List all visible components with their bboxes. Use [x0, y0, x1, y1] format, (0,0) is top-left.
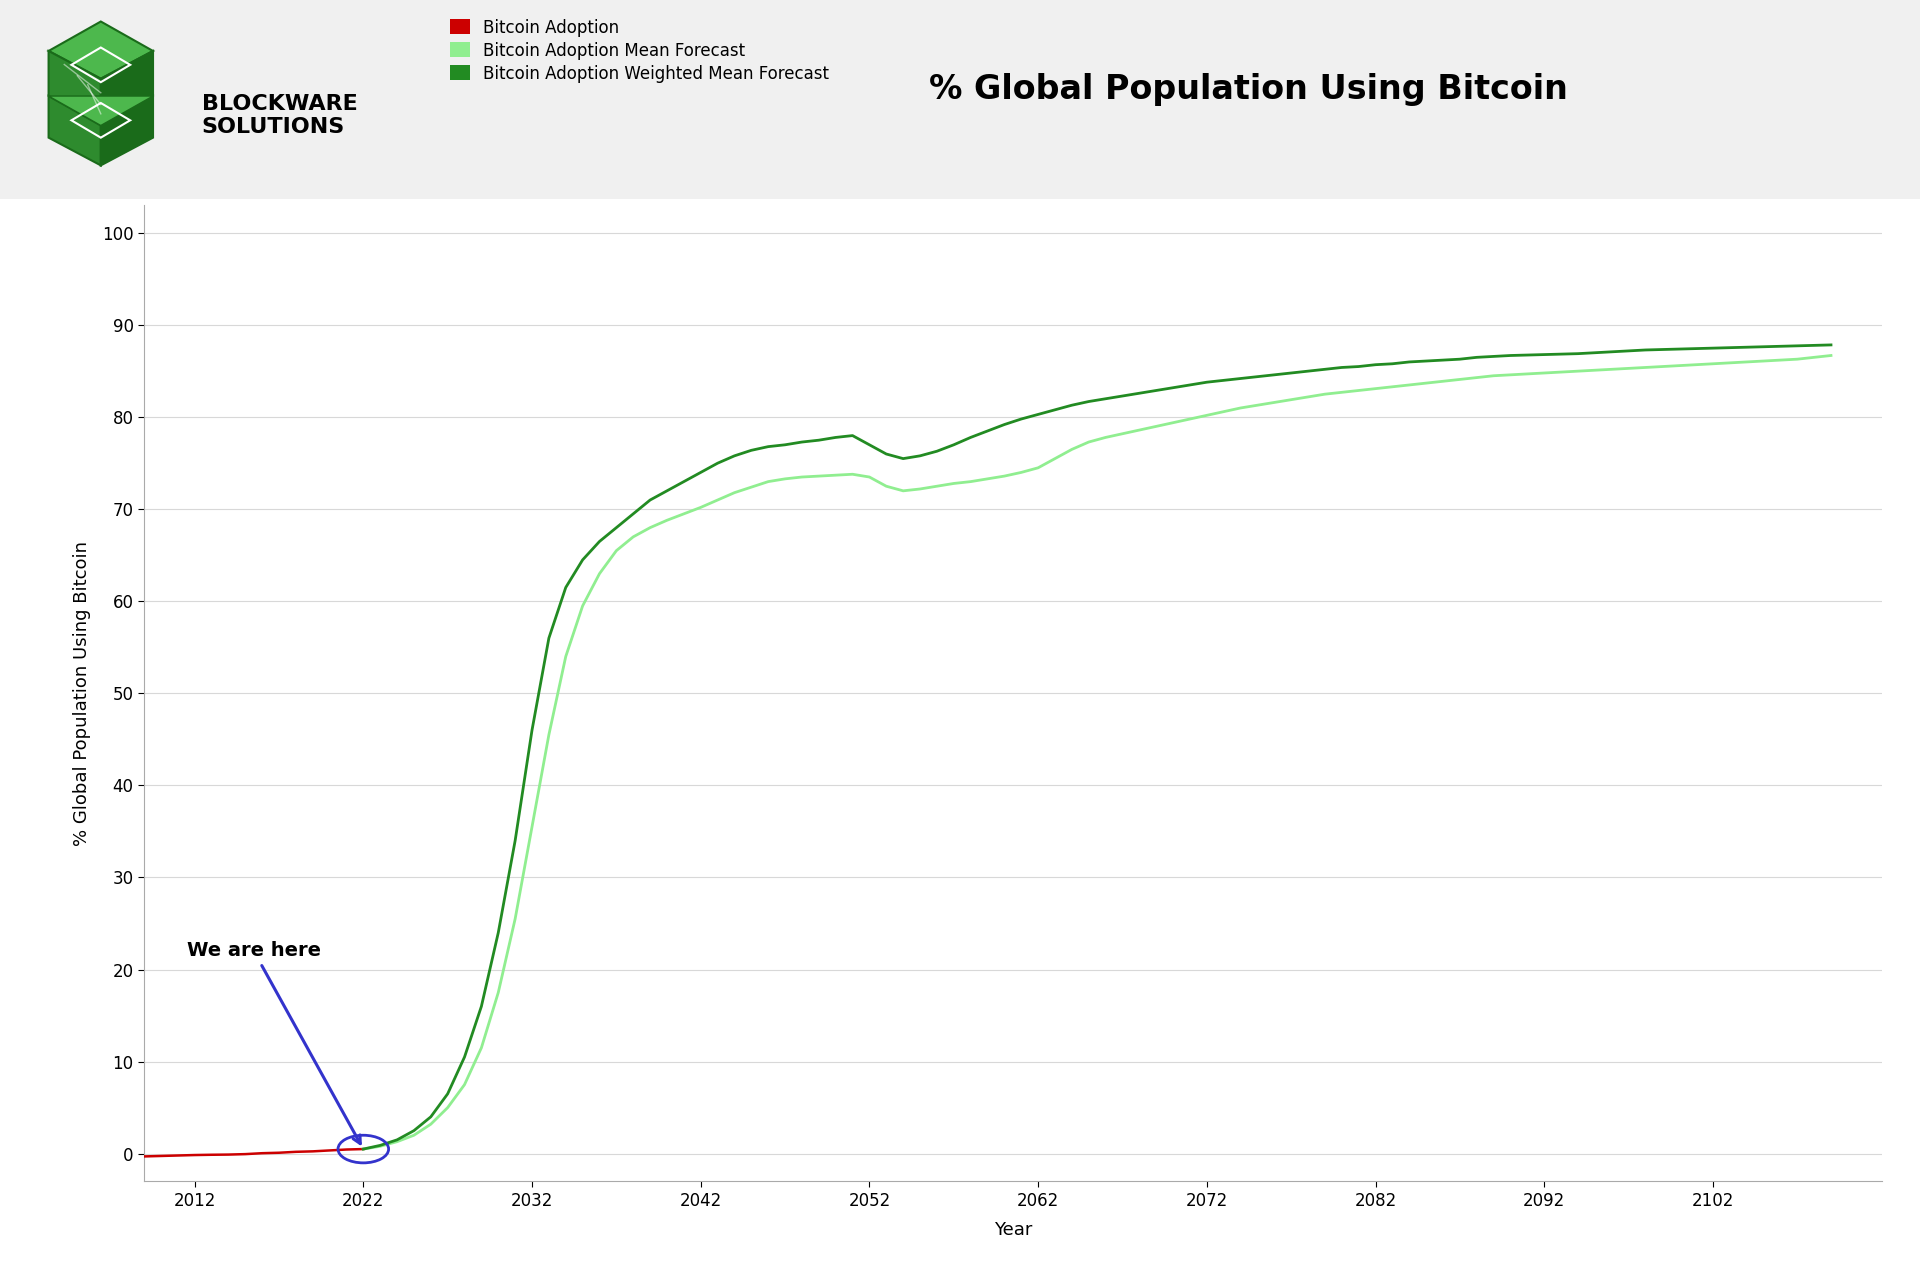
Text: We are here: We are here — [186, 941, 361, 1144]
Y-axis label: % Global Population Using Bitcoin: % Global Population Using Bitcoin — [73, 541, 90, 846]
Legend: Bitcoin Adoption, Bitcoin Adoption Mean Forecast, Bitcoin Adoption Weighted Mean: Bitcoin Adoption, Bitcoin Adoption Mean … — [449, 18, 829, 82]
X-axis label: Year: Year — [995, 1221, 1031, 1239]
Text: BLOCKWARE
SOLUTIONS: BLOCKWARE SOLUTIONS — [202, 94, 357, 137]
Polygon shape — [102, 51, 154, 126]
Text: % Global Population Using Bitcoin: % Global Population Using Bitcoin — [929, 73, 1567, 107]
Polygon shape — [102, 96, 154, 166]
Polygon shape — [48, 51, 102, 126]
Polygon shape — [48, 96, 102, 166]
FancyBboxPatch shape — [0, 0, 1920, 199]
Polygon shape — [48, 22, 154, 78]
Polygon shape — [48, 96, 154, 126]
